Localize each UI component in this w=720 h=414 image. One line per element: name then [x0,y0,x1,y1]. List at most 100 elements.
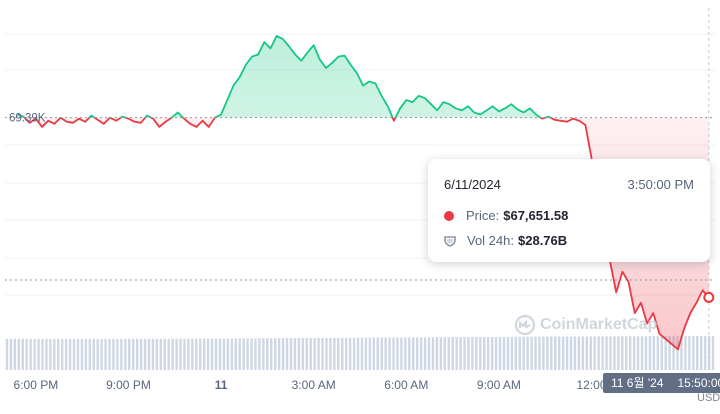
volume-bar [80,338,84,370]
volume-bar [17,338,21,370]
volume-bar [427,337,431,370]
volume-bar [234,338,237,370]
volume-bar [45,338,48,370]
volume-bar [163,338,166,370]
volume-bar [451,337,454,370]
volume-bar [565,336,569,370]
volume-bar [585,336,589,370]
reference-value-label: 69.39K [9,113,46,125]
x-axis: 6:00 PM 9:00 PM 11 3:00 AM 6:00 AM 9:00 AM 12:… [14,378,607,392]
volume-bar [593,336,596,370]
volume-bar [139,338,143,370]
volume-bar [534,336,537,370]
volume-bar [471,337,474,370]
volume-bar [423,337,427,370]
volume-bar [175,338,178,370]
volume-bar [305,338,308,370]
volume-bar [151,338,155,370]
volume-bar [707,336,711,370]
badge-time: 15:50:00 [677,376,720,390]
volume-bar [49,338,52,370]
volume-bar [479,336,482,370]
volume-bar [84,338,88,370]
volume-bar [112,338,115,370]
tooltip-volume-row: Vol 24h: $28.76B [444,233,694,248]
volume-bar [613,336,616,370]
volume-bar [13,338,17,370]
volume-bar [392,337,395,370]
volume-bar [147,338,151,370]
volume-bar [475,336,478,370]
volume-bar [372,337,376,370]
volume-bar [25,338,28,370]
area-below-reference [24,117,709,350]
volume-bar [368,337,372,370]
volume-bar [297,338,301,370]
volume-bar [277,338,281,370]
volume-bar [325,337,328,370]
volume-bar [455,337,458,370]
volume-bar [317,338,320,370]
volume-bar [9,338,13,370]
volume-bar [506,336,510,370]
tooltip-price-label: Price: [466,208,500,223]
volume-bar [510,336,514,370]
volume-bar [33,338,36,370]
volume-bar [202,338,206,370]
volume-bar [88,338,92,370]
volume-bar [313,338,316,370]
area-above-reference [17,35,709,118]
x-tick-label: 9:00 AM [477,378,521,392]
volume-bar [281,338,285,370]
volume-bar [530,336,533,370]
volume-bar [644,336,648,370]
volume-bar [518,336,521,370]
volume-bar [621,336,624,370]
volume-bar [344,337,348,370]
volume-bar [502,336,506,370]
volume-bar [696,336,699,370]
price-area [17,35,709,350]
volume-bar [664,336,667,370]
volume-bar [672,336,675,370]
volume-bar [321,337,324,370]
volume-bar [699,336,703,370]
hover-point [703,291,715,303]
volume-bar [494,336,498,370]
tooltip-volume-value: $28.76B [518,233,568,248]
volume-bar [692,336,695,370]
volume-bar [364,337,368,370]
shield-icon [444,235,456,247]
volume-bar [254,338,257,370]
x-tick-label: 6:00 AM [384,378,428,392]
badge-date: 11 6월 '24 [611,376,664,390]
volume-bar [187,338,190,370]
volume-bar [37,338,40,370]
volume-bar [266,338,269,370]
volume-bar [415,337,419,370]
volume-bar [384,337,387,370]
volume-bar [463,337,466,370]
volume-bar [490,336,494,370]
volume-bar [191,338,194,370]
volume-bar [230,338,234,370]
volume-bar [688,336,691,370]
volume-bar [711,336,715,370]
volume-bar [554,336,557,370]
volume-bar [609,336,612,370]
gridlines [5,33,715,296]
volume-bar [419,337,423,370]
volume-bar [293,338,297,370]
volume-bar [108,338,111,370]
volume-bar [538,336,541,370]
volume-bar [21,338,24,370]
volume-bar [210,338,214,370]
volume-bar [522,336,525,370]
price-line-up [17,35,553,118]
volume-bar [632,336,636,370]
volume-bar [550,336,553,370]
volume-bar [459,337,462,370]
tooltip-time: 3:50:00 PM [627,177,695,192]
volume-bar [680,336,683,370]
